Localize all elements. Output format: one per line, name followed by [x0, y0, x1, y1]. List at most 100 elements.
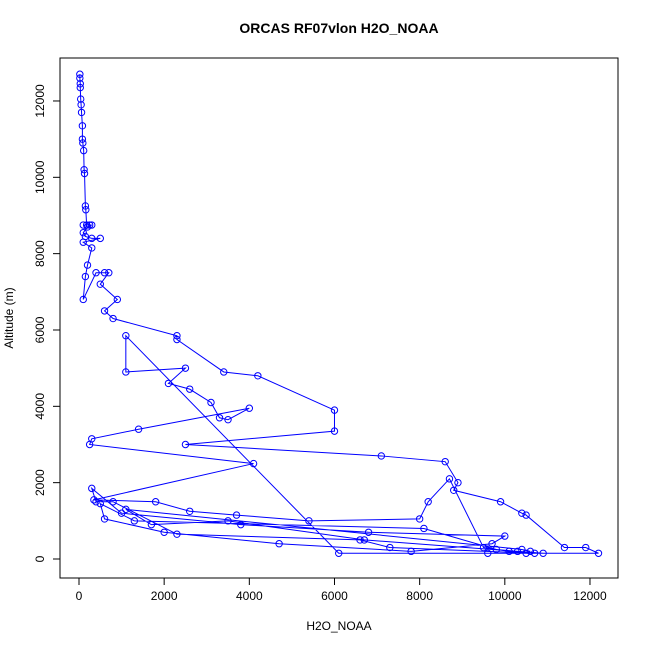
data-point [78, 122, 87, 130]
x-tick-label: 4000 [236, 589, 263, 603]
data-point [164, 379, 173, 388]
data-point [100, 307, 109, 315]
data-point [518, 545, 526, 554]
data-point [76, 83, 84, 92]
data-point [77, 101, 85, 109]
y-tick-label: 12000 [33, 84, 47, 118]
x-tick-label: 10000 [488, 589, 522, 603]
data-point [76, 80, 84, 88]
data-point [79, 295, 87, 304]
x-tick-label: 0 [76, 589, 83, 603]
data-point [105, 269, 113, 277]
data-point [249, 459, 258, 468]
data-point [492, 545, 500, 554]
data-point [122, 505, 130, 514]
data-point [224, 517, 232, 525]
data-point [109, 314, 117, 323]
data-point [100, 269, 109, 277]
data-point [76, 95, 85, 103]
data-point [80, 165, 88, 174]
data-point [181, 364, 190, 372]
data-point [445, 475, 454, 483]
data-point [109, 498, 117, 506]
data-point [501, 532, 509, 540]
data-point [82, 206, 90, 214]
data-point [92, 498, 100, 506]
data-point [81, 202, 90, 210]
data-point [122, 368, 130, 376]
data-point [79, 238, 87, 246]
data-point [79, 139, 87, 147]
data-point [335, 549, 343, 557]
data-point [85, 440, 94, 449]
data-point [488, 540, 496, 548]
data-point [522, 511, 530, 519]
data-line [79, 74, 599, 554]
data-point [215, 414, 224, 422]
data-point [79, 146, 88, 155]
data-point [207, 398, 215, 407]
data-point [83, 223, 92, 231]
data-point [81, 272, 90, 281]
data-point [496, 498, 505, 506]
y-tick-label: 0 [33, 555, 47, 562]
data-point [539, 549, 547, 557]
data-point [147, 520, 156, 529]
data-point [186, 507, 194, 515]
y-tick-label: 6000 [33, 316, 47, 343]
data-point [117, 509, 126, 517]
data-point [407, 547, 415, 556]
data-point [96, 280, 104, 288]
data-point [245, 404, 254, 412]
x-axis-label: H2O_NOAA [306, 619, 371, 633]
x-tick-label: 6000 [321, 589, 348, 603]
data-point [415, 515, 424, 523]
data-point [224, 415, 232, 424]
data-point [181, 440, 190, 449]
data-point [76, 74, 84, 82]
data-point [330, 406, 339, 414]
data-point [530, 549, 539, 557]
data-point [364, 528, 373, 536]
data-point [122, 332, 130, 340]
data-point [134, 425, 143, 433]
y-tick-label: 8000 [33, 240, 47, 267]
data-point [232, 511, 241, 519]
data-point [76, 70, 84, 78]
data-point [80, 169, 89, 178]
data-point [173, 332, 181, 340]
data-point [88, 221, 96, 229]
data-point [85, 221, 94, 229]
data-point [526, 547, 535, 556]
x-tick-label: 2000 [151, 589, 178, 603]
chart-title: ORCAS RF07vlon H2O_NOAA [239, 20, 438, 36]
data-point [522, 549, 530, 557]
data-point [113, 295, 122, 304]
data-point [79, 228, 87, 237]
data-point [479, 543, 488, 552]
data-point [92, 269, 100, 277]
data-point [420, 524, 428, 533]
data-point [96, 234, 104, 243]
data-point [88, 484, 96, 493]
plot-frame [59, 57, 619, 579]
y-tick-label: 4000 [33, 393, 47, 420]
data-point [330, 427, 339, 435]
data-point [360, 536, 368, 544]
data-point [424, 498, 432, 506]
data-point [518, 509, 526, 517]
data-point [173, 335, 181, 344]
data-point [275, 540, 283, 548]
data-point [186, 385, 194, 393]
y-tick-label: 2000 [33, 469, 47, 496]
data-point [484, 549, 492, 557]
data-point [454, 478, 462, 487]
data-point [100, 515, 109, 523]
data-point [560, 543, 569, 552]
data-point [83, 261, 92, 269]
data-point [582, 543, 590, 552]
data-point [513, 547, 522, 556]
data-point [96, 499, 104, 508]
data-point [88, 234, 96, 243]
